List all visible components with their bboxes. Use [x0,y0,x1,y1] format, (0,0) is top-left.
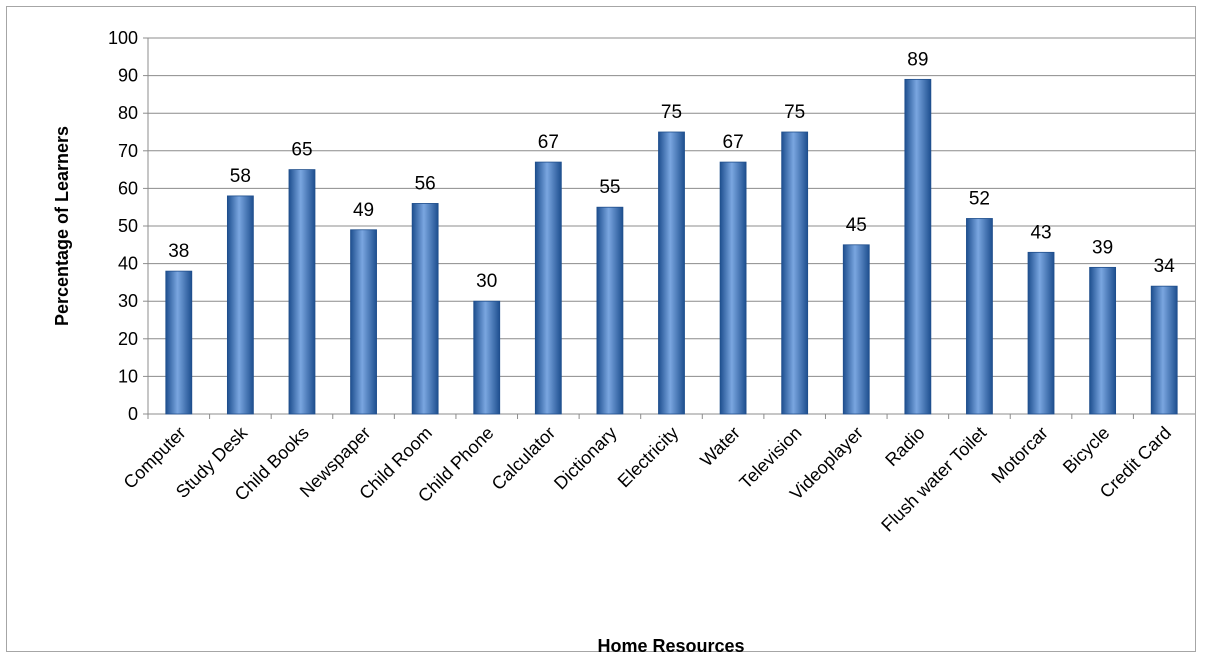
bar-calculator [534,161,562,415]
data-label: 67 [538,132,559,153]
x-tick-label: Calculator [488,423,559,494]
x-tick-label: Electricity [614,423,683,492]
data-label: 34 [1154,256,1176,277]
y-tick-label: 40 [118,254,138,274]
y-tick-label: 80 [118,103,138,123]
y-tick-label: 70 [118,141,138,161]
bar-dictionary [596,206,624,415]
data-label: 43 [1030,222,1051,243]
bar-computer [165,270,193,415]
bar-radio [904,78,932,415]
data-label: 67 [723,132,744,153]
data-label: 39 [1092,237,1113,258]
y-axis-title: Percentage of Learners [52,126,72,326]
y-tick-label: 30 [118,291,138,311]
x-tick-label: Water [696,423,744,471]
bar-motorcar [1027,251,1055,415]
bar-electricity [658,131,685,415]
x-tick-label: Flush water Toilet [877,423,990,536]
data-label: 75 [784,102,805,123]
bar-study-desk [226,195,254,415]
y-tick-label: 90 [118,66,138,86]
y-tick-label: 0 [128,404,138,424]
x-axis-title: Home Resources [597,636,744,656]
x-tick-label: Bicycle [1059,423,1113,477]
y-tick-label: 60 [118,178,138,198]
bar-child-books [288,169,316,415]
data-label: 52 [969,188,990,209]
y-tick-label: 10 [118,366,138,386]
bar-credit-card [1150,285,1178,415]
bar-bicycle [1089,266,1117,415]
data-label: 65 [291,140,312,161]
bar-television [781,131,809,415]
x-tick-label: Radio [881,423,928,470]
data-labels: 38 58 65 49 56 30 67 55 75 67 75 45 89 52 43 39 34 [168,49,1175,292]
data-label: 75 [661,102,682,123]
y-tick-labels: 0 10 20 30 40 50 60 70 80 90 100 [108,28,138,424]
data-label: 49 [353,200,374,221]
bar-newspaper [350,229,377,415]
data-label: 58 [230,166,251,187]
bars [165,78,1178,415]
x-tick-label: Motorcar [988,423,1052,487]
data-label: 56 [415,173,436,194]
data-label: 38 [168,241,189,262]
bar-videoplayer [842,244,870,415]
y-tick-label: 100 [108,28,138,48]
x-tick-label: Dictionary [550,423,621,494]
data-label: 55 [599,177,620,198]
bar-child-phone [473,300,501,415]
data-label: 45 [846,215,867,236]
y-tick-label: 50 [118,216,138,236]
data-label: 89 [907,49,928,70]
data-label: 30 [476,271,497,292]
bar-flush-water-toilet [966,218,993,415]
bar-water [719,161,747,415]
bar-child-room [411,203,439,415]
y-tick-label: 20 [118,329,138,349]
